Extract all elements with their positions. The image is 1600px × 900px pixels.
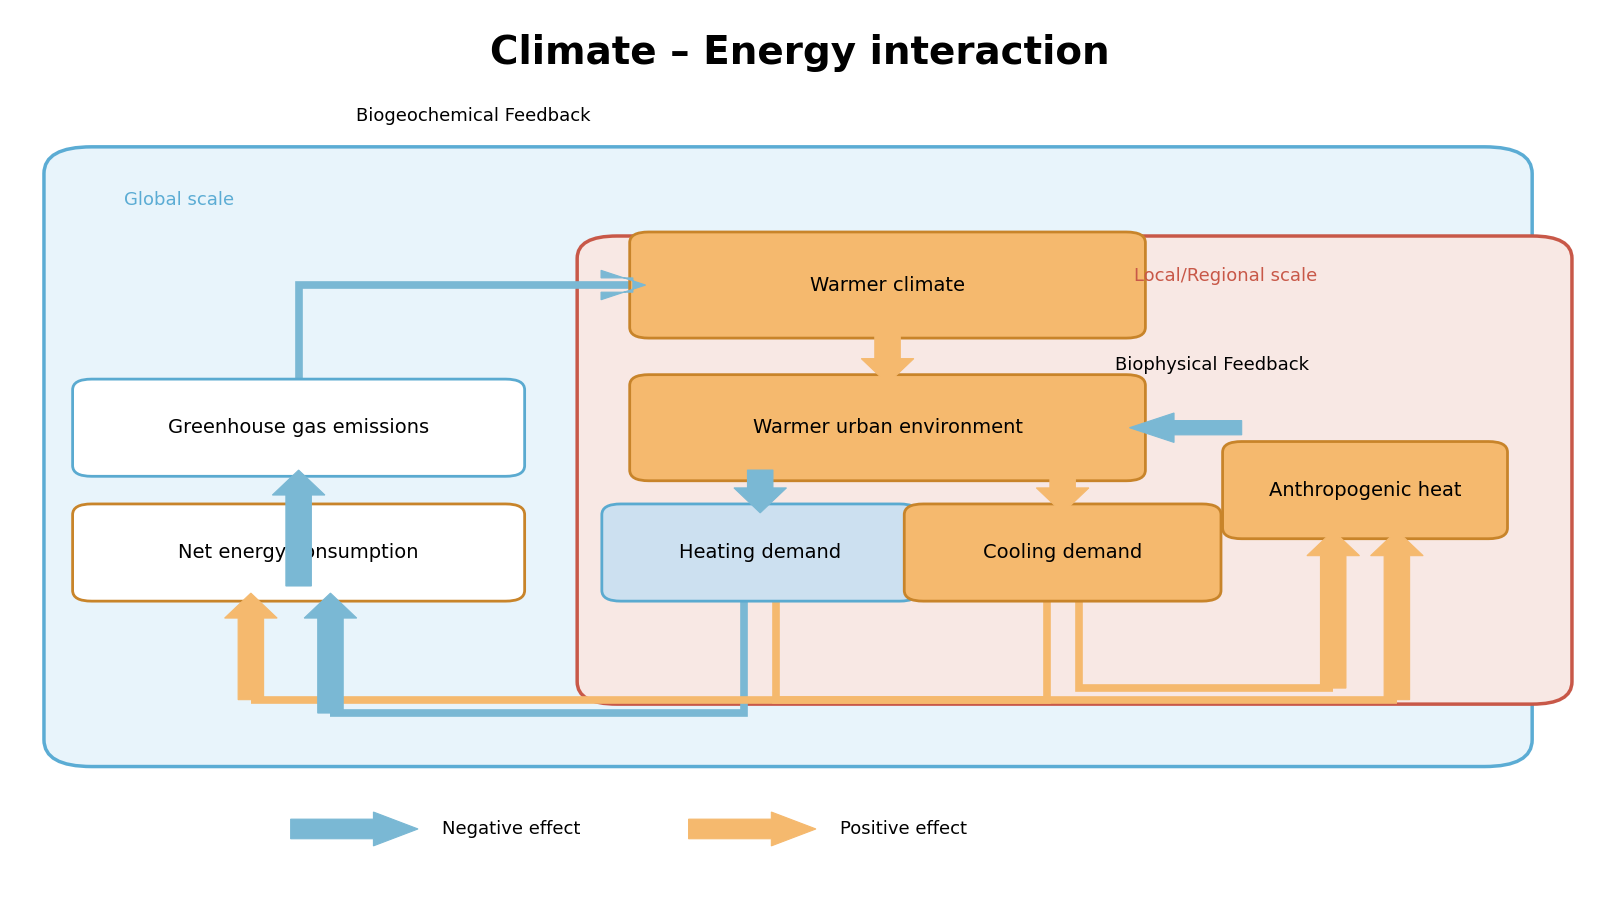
Polygon shape	[688, 812, 816, 846]
FancyBboxPatch shape	[602, 504, 918, 601]
Text: Biophysical Feedback: Biophysical Feedback	[1115, 356, 1309, 374]
FancyBboxPatch shape	[904, 504, 1221, 601]
Text: Warmer climate: Warmer climate	[810, 275, 965, 294]
Polygon shape	[304, 593, 357, 713]
Polygon shape	[1130, 413, 1242, 443]
Text: Heating demand: Heating demand	[678, 543, 842, 562]
Polygon shape	[224, 593, 277, 699]
Polygon shape	[734, 470, 787, 513]
Text: Anthropogenic heat: Anthropogenic heat	[1269, 481, 1461, 500]
Text: Net energy consumption: Net energy consumption	[178, 543, 419, 562]
Text: Warmer urban environment: Warmer urban environment	[752, 418, 1022, 437]
Polygon shape	[1307, 531, 1360, 688]
Text: Positive effect: Positive effect	[840, 820, 966, 838]
Polygon shape	[602, 270, 646, 300]
Polygon shape	[861, 328, 914, 383]
Text: Cooling demand: Cooling demand	[982, 543, 1142, 562]
FancyBboxPatch shape	[72, 379, 525, 476]
Text: Biogeochemical Feedback: Biogeochemical Feedback	[357, 106, 590, 124]
Text: Greenhouse gas emissions: Greenhouse gas emissions	[168, 418, 429, 437]
Text: Climate – Energy interaction: Climate – Energy interaction	[490, 34, 1110, 72]
Polygon shape	[291, 812, 418, 846]
FancyBboxPatch shape	[630, 232, 1146, 338]
Polygon shape	[272, 470, 325, 586]
Text: Negative effect: Negative effect	[442, 820, 581, 838]
Polygon shape	[1371, 531, 1422, 699]
FancyBboxPatch shape	[72, 504, 525, 601]
Text: Local/Regional scale: Local/Regional scale	[1134, 267, 1317, 285]
Text: Global scale: Global scale	[123, 192, 234, 210]
FancyBboxPatch shape	[630, 374, 1146, 481]
FancyBboxPatch shape	[578, 236, 1571, 704]
FancyBboxPatch shape	[1222, 442, 1507, 539]
Polygon shape	[1037, 470, 1090, 513]
FancyBboxPatch shape	[43, 147, 1533, 767]
